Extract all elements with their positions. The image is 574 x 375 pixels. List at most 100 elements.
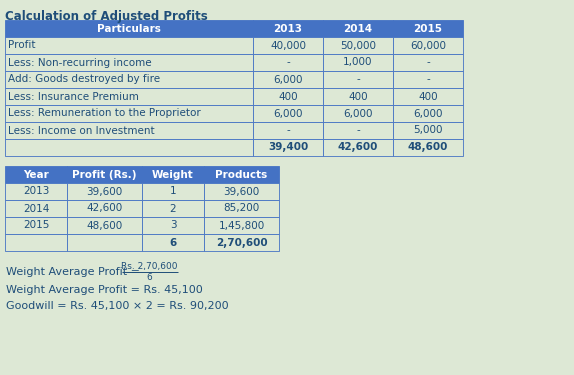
Bar: [5, 54, 253, 71]
Text: 2: 2: [170, 204, 176, 213]
Bar: [323, 105, 393, 122]
Text: 39,600: 39,600: [86, 186, 123, 196]
Text: 6,000: 6,000: [273, 75, 302, 84]
Bar: [393, 20, 463, 37]
Text: Products: Products: [215, 170, 267, 180]
Text: Weight Average Profit = Rs. 45,100: Weight Average Profit = Rs. 45,100: [6, 285, 203, 295]
Text: Add: Goods destroyed by fire: Add: Goods destroyed by fire: [8, 75, 160, 84]
Bar: [67, 200, 142, 217]
Text: 2014: 2014: [23, 204, 49, 213]
Bar: [5, 200, 67, 217]
Text: Profit (Rs.): Profit (Rs.): [72, 170, 137, 180]
Bar: [204, 217, 279, 234]
Bar: [67, 166, 142, 183]
Bar: [5, 105, 253, 122]
Text: 42,600: 42,600: [86, 204, 123, 213]
Text: 2,70,600: 2,70,600: [216, 237, 267, 248]
Text: 6,000: 6,000: [413, 108, 443, 118]
Bar: [5, 20, 253, 37]
Text: 400: 400: [278, 92, 298, 102]
Text: 6,000: 6,000: [273, 108, 302, 118]
Text: 2013: 2013: [273, 24, 302, 33]
Bar: [393, 122, 463, 139]
Bar: [253, 54, 323, 71]
Text: 6,000: 6,000: [343, 108, 373, 118]
Bar: [323, 54, 393, 71]
Bar: [67, 234, 142, 251]
Bar: [253, 88, 323, 105]
Bar: [204, 183, 279, 200]
Text: Particulars: Particulars: [97, 24, 161, 33]
Bar: [5, 183, 67, 200]
Text: 40,000: 40,000: [270, 40, 306, 51]
Text: Goodwill = Rs. 45,100 × 2 = Rs. 90,200: Goodwill = Rs. 45,100 × 2 = Rs. 90,200: [6, 301, 228, 311]
Text: Year: Year: [23, 170, 49, 180]
Text: -: -: [426, 57, 430, 68]
Bar: [5, 166, 67, 183]
Bar: [142, 183, 204, 200]
Bar: [253, 139, 323, 156]
Bar: [323, 37, 393, 54]
Text: 50,000: 50,000: [340, 40, 376, 51]
Text: 400: 400: [418, 92, 438, 102]
Text: 39,600: 39,600: [223, 186, 259, 196]
Bar: [204, 200, 279, 217]
Text: 1: 1: [170, 186, 176, 196]
Text: Calculation of Adjusted Profits: Calculation of Adjusted Profits: [5, 10, 208, 23]
Text: 1,000: 1,000: [343, 57, 373, 68]
Text: Less: Income on Investment: Less: Income on Investment: [8, 126, 154, 135]
Text: 39,400: 39,400: [268, 142, 308, 153]
Bar: [5, 37, 253, 54]
Bar: [253, 37, 323, 54]
Text: 400: 400: [348, 92, 368, 102]
Bar: [204, 166, 279, 183]
Bar: [393, 139, 463, 156]
Bar: [393, 54, 463, 71]
Bar: [323, 139, 393, 156]
Bar: [142, 200, 204, 217]
Bar: [5, 88, 253, 105]
Bar: [323, 71, 393, 88]
Bar: [67, 217, 142, 234]
Bar: [5, 217, 67, 234]
Bar: [393, 105, 463, 122]
Text: 2015: 2015: [413, 24, 443, 33]
Text: Less: Insurance Premium: Less: Insurance Premium: [8, 92, 139, 102]
Bar: [323, 122, 393, 139]
Text: Less: Remuneration to the Proprietor: Less: Remuneration to the Proprietor: [8, 108, 201, 118]
Text: 42,600: 42,600: [338, 142, 378, 153]
Bar: [67, 183, 142, 200]
Text: 48,600: 48,600: [86, 220, 123, 231]
Bar: [253, 105, 323, 122]
Bar: [142, 234, 204, 251]
Bar: [393, 37, 463, 54]
Bar: [5, 234, 67, 251]
Bar: [142, 217, 204, 234]
Bar: [253, 122, 323, 139]
Bar: [323, 20, 393, 37]
Text: Rs. 2,70,600: Rs. 2,70,600: [121, 262, 178, 271]
Text: 2014: 2014: [343, 24, 373, 33]
Bar: [393, 71, 463, 88]
Bar: [253, 71, 323, 88]
Text: -: -: [286, 57, 290, 68]
Bar: [5, 122, 253, 139]
Text: -: -: [426, 75, 430, 84]
Text: 3: 3: [170, 220, 176, 231]
Text: Less: Non-recurring income: Less: Non-recurring income: [8, 57, 152, 68]
Bar: [5, 139, 253, 156]
Bar: [393, 88, 463, 105]
Text: -: -: [356, 126, 360, 135]
Text: Weight: Weight: [152, 170, 194, 180]
Text: -: -: [356, 75, 360, 84]
Text: 6: 6: [169, 237, 177, 248]
Text: 2015: 2015: [23, 220, 49, 231]
Bar: [323, 88, 393, 105]
Text: 48,600: 48,600: [408, 142, 448, 153]
Bar: [5, 71, 253, 88]
Text: 5,000: 5,000: [413, 126, 443, 135]
Text: 2013: 2013: [23, 186, 49, 196]
Bar: [253, 20, 323, 37]
Text: Profit: Profit: [8, 40, 36, 51]
Text: 60,000: 60,000: [410, 40, 446, 51]
